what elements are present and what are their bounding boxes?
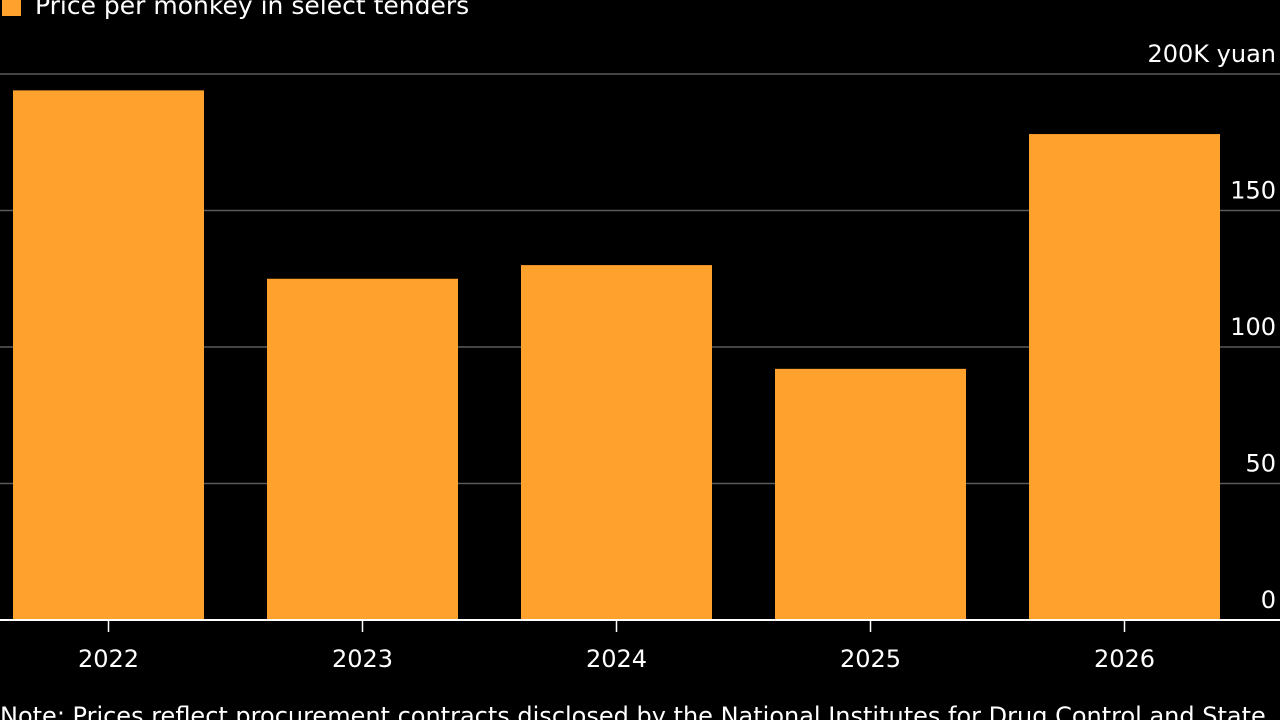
legend-label: Price per monkey in select tenders (35, 0, 470, 20)
bar-2023 (267, 278, 458, 620)
x-tick-label: 2022 (78, 645, 139, 673)
x-tick-label: 2026 (1094, 645, 1155, 673)
y-tick-label: 100 (1230, 313, 1276, 341)
bar-2024 (521, 265, 712, 620)
legend-swatch (2, 0, 21, 16)
y-tick-label: 0 (1261, 586, 1276, 614)
y-tick-label: 200K yuan (1147, 40, 1276, 68)
x-tick-label: 2024 (586, 645, 647, 673)
x-tick-label: 2023 (332, 645, 393, 673)
y-tick-label: 150 (1230, 177, 1276, 205)
x-tick-label: 2025 (840, 645, 901, 673)
chart-note: Note: Prices reflect procurement contrac… (0, 702, 1266, 720)
bar-2022 (13, 90, 204, 620)
y-tick-label: 50 (1245, 450, 1276, 478)
bar-2026 (1029, 134, 1220, 620)
legend: Price per monkey in select tenders (2, 0, 469, 24)
bar-2025 (775, 368, 966, 620)
